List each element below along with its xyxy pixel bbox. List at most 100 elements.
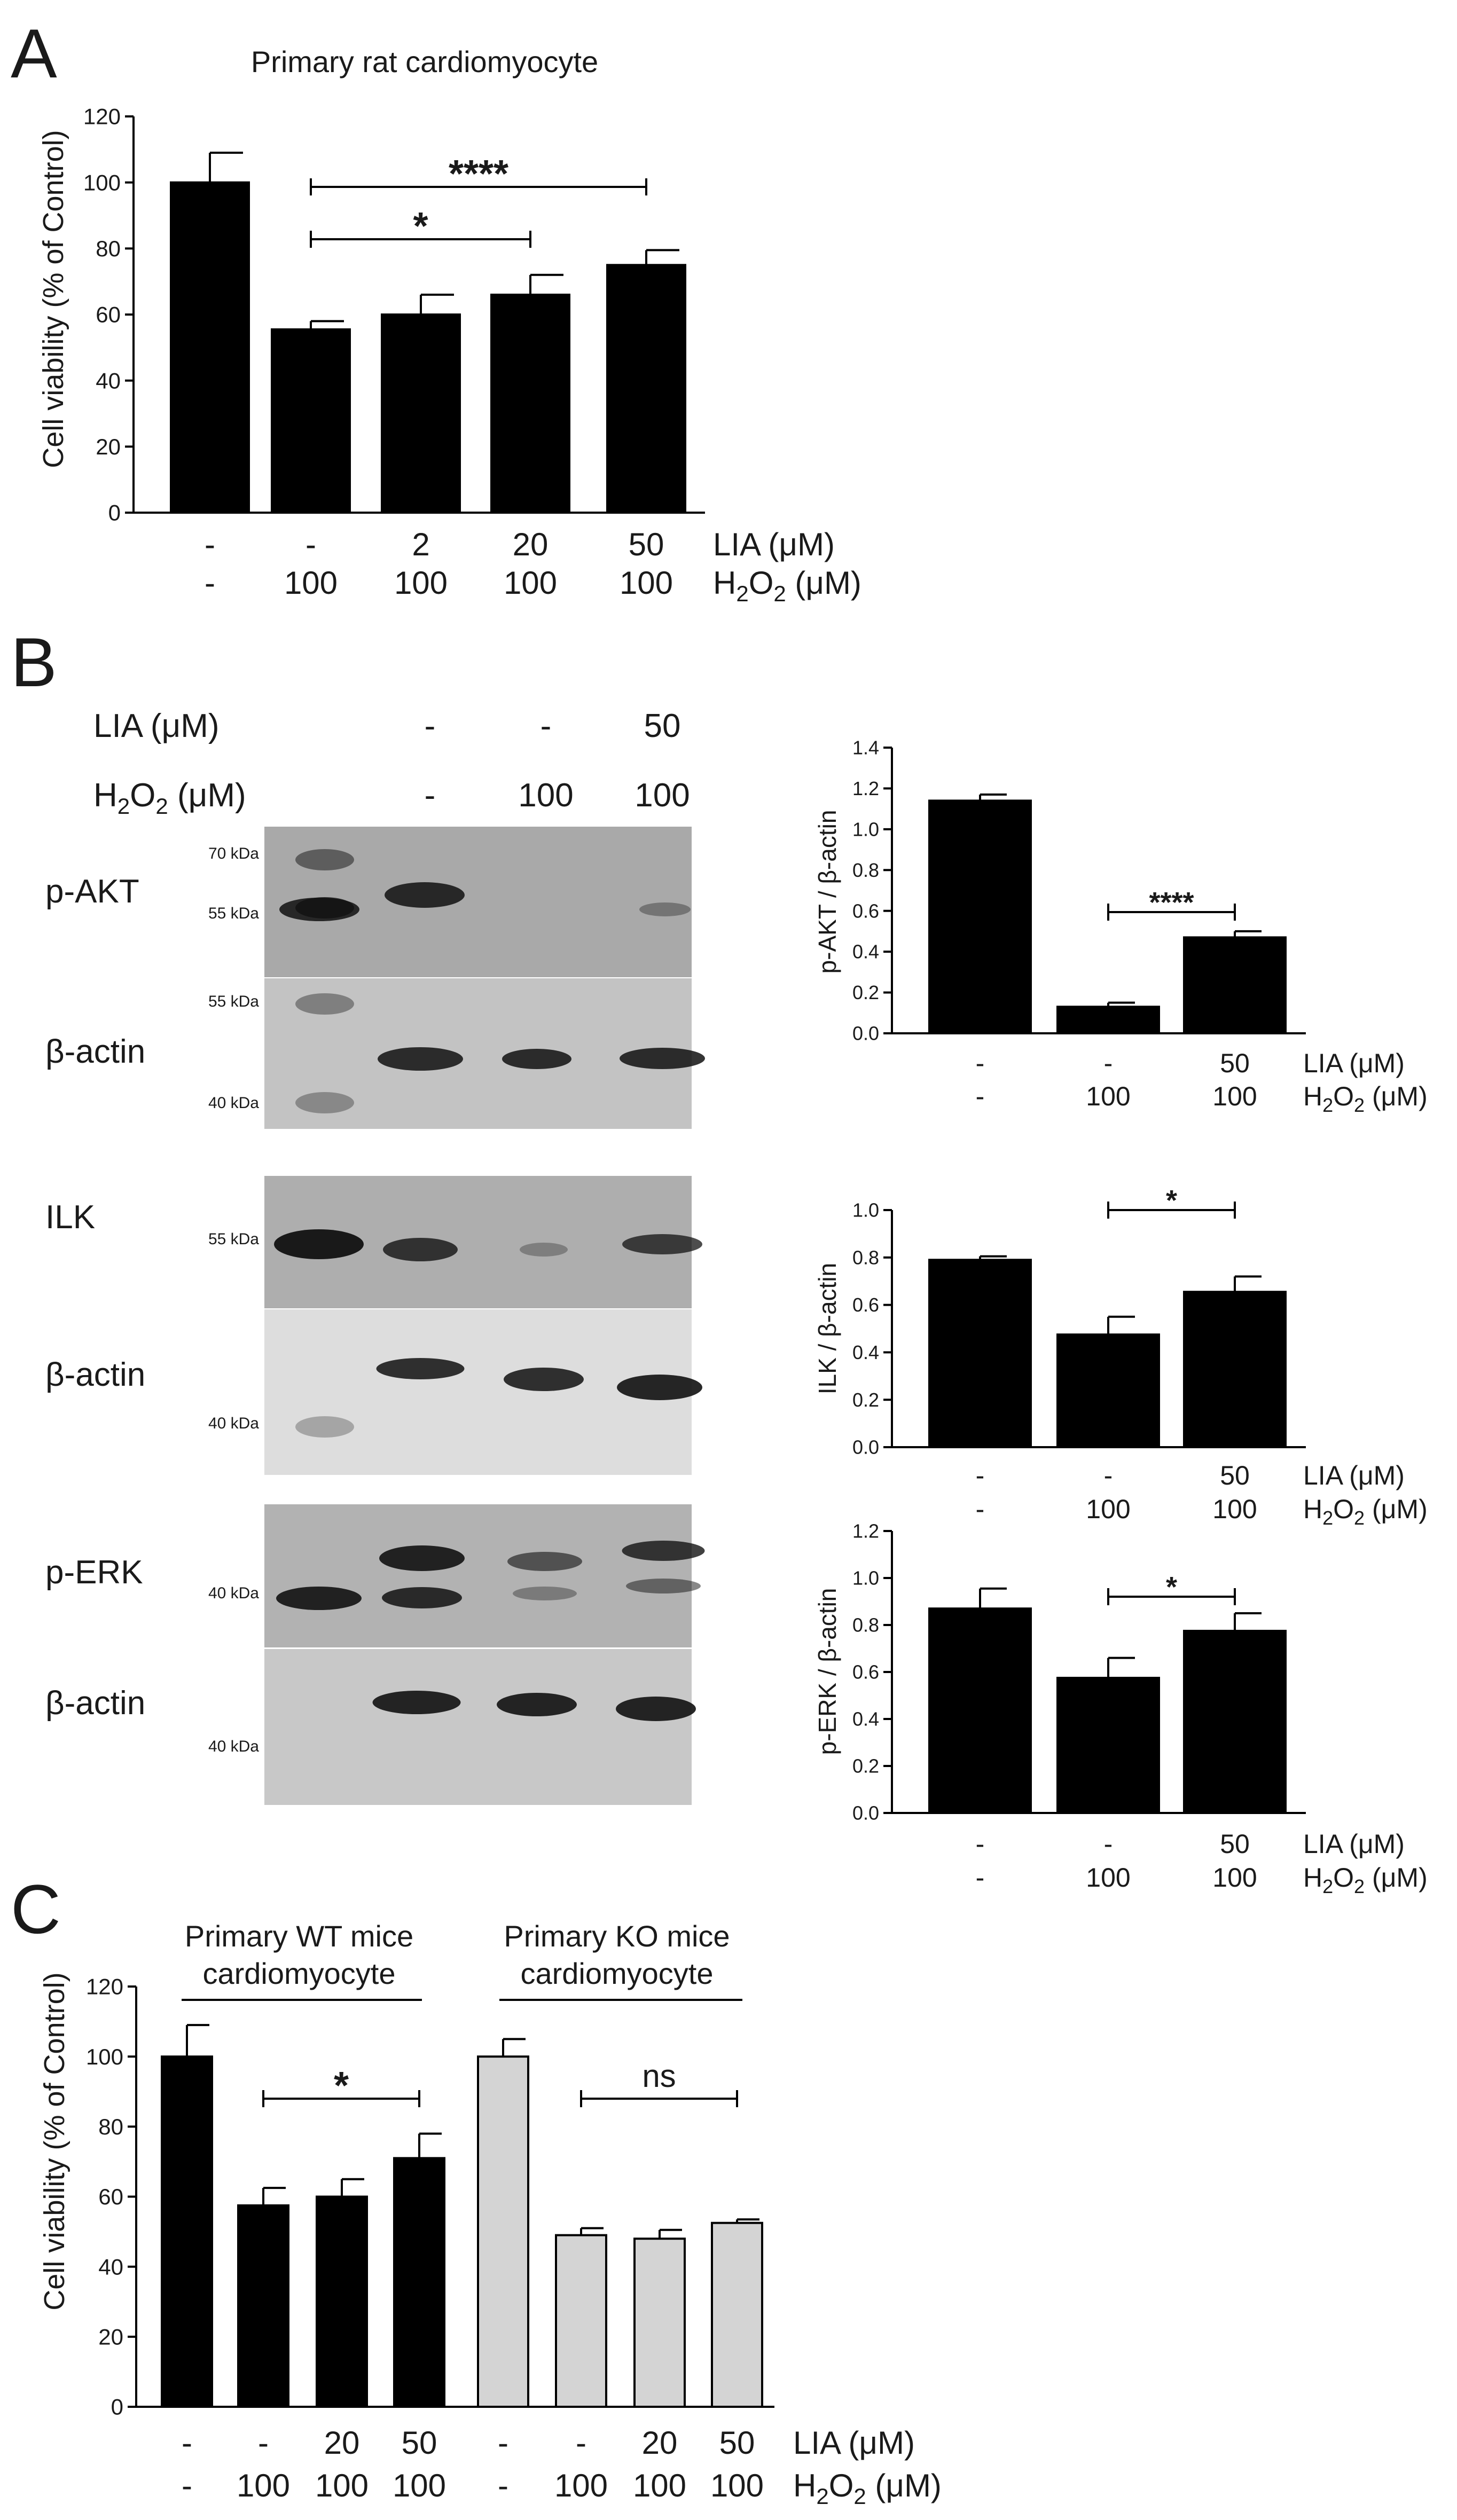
- chart-b1-condition-label: LIA (μM): [1303, 1048, 1405, 1078]
- chart-c-condition-value: 100: [315, 2468, 369, 2503]
- chart-c-condition-value: 100: [554, 2468, 608, 2503]
- wb-blot-label: β-actin: [45, 1685, 145, 1722]
- chart-b1-y-tick-label: 0.0: [852, 1023, 879, 1045]
- chart-a-condition-value: 100: [284, 565, 338, 601]
- chart-a-condition-label: LIA (μM): [713, 527, 835, 562]
- chart-b1-y-axis-title: p-AKT / β-actin: [813, 810, 841, 974]
- chart-b1-y-tick-label: 0.6: [852, 900, 879, 922]
- wb-blot-label: p-ERK: [45, 1554, 143, 1591]
- chart-c-group-title-line2: cardiomyocyte: [202, 1957, 395, 1990]
- chart-b2-ilk-ratio: 0.0 0.2 0.4 0.6 0.8 1.0 - - 50 LIA (μM) - 100 100 H2O…: [813, 1184, 1428, 1529]
- chart-b2-condition-label: LIA (μM): [1303, 1461, 1405, 1490]
- chart-b1-condition-label: H2O2 (μM): [1303, 1081, 1428, 1116]
- wb-protein-band: [385, 882, 465, 908]
- wb-marker-label: 40 kDa: [208, 1415, 259, 1432]
- chart-c-bar: [477, 2055, 529, 2408]
- wb-protein-band: [372, 1691, 461, 1714]
- chart-b3-y-tick-label: 0.4: [852, 1708, 879, 1730]
- chart-b1-condition-value: 100: [1212, 1081, 1257, 1111]
- chart-c-y-tick-label: 20: [98, 2325, 123, 2350]
- chart-b1-bar: [1056, 1006, 1160, 1034]
- chart-b2-bar: [1183, 1291, 1287, 1448]
- wb-protein-band: [502, 1049, 571, 1069]
- chart-b1-sig-label: ****: [1149, 886, 1194, 918]
- chart-c-condition-label: LIA (μM): [793, 2425, 915, 2461]
- chart-b1-condition-value: -: [1104, 1048, 1113, 1078]
- wb-blot-label: p-AKT: [45, 873, 139, 910]
- chart-a-bar: [490, 293, 570, 514]
- chart-c-condition-value: -: [182, 2425, 192, 2461]
- chart-b1-y-tick-label: 1.4: [852, 737, 879, 759]
- chart-a-condition-value: 2: [412, 527, 429, 562]
- chart-c-condition-value: 100: [237, 2468, 290, 2503]
- wb-protein-band: [379, 1545, 465, 1571]
- chart-b1-bar: [1183, 936, 1287, 1034]
- chart-b2-y-tick-label: 0.2: [852, 1389, 879, 1411]
- chart-c-y-tick-label: 0: [111, 2395, 123, 2420]
- wb-membrane-5: [264, 1504, 692, 1647]
- chart-b1-y-tick-label: 0.4: [852, 941, 879, 963]
- chart-c-condition-value: 50: [719, 2425, 755, 2461]
- chart-b3-bar: [928, 1607, 1032, 1814]
- chart-a-bar: [170, 181, 250, 514]
- chart-c-bar: [393, 2157, 445, 2408]
- chart-c-y-tick-label: 60: [98, 2184, 123, 2209]
- chart-b2-bar: [928, 1259, 1032, 1448]
- wb-protein-band: [626, 1579, 701, 1593]
- chart-b2-y-axis-title: ILK / β-actin: [813, 1263, 841, 1394]
- chart-b3-p-erk-ratio: 0.0 0.2 0.4 0.6 0.8 1.0 1.2 - - 50 LIA (μM) - 100 100…: [813, 1520, 1428, 1897]
- chart-b3-y-tick-label: 0.2: [852, 1755, 879, 1777]
- wb-protein-band: [507, 1552, 582, 1571]
- wb-protein-band: [382, 1587, 462, 1608]
- wb-condition-value: 100: [634, 777, 690, 814]
- chart-a-condition-value: 100: [504, 565, 557, 601]
- wb-marker-label: 40 kDa: [208, 1738, 259, 1755]
- wb-protein-band: [620, 1048, 705, 1069]
- chart-a-condition-value: 50: [629, 527, 664, 562]
- chart-a-y-tick-label: 40: [96, 368, 121, 393]
- western-blot-panel: LIA (μM) H2O2 (μM) - - 50 - 100 100 p-AKT 70 k…: [45, 708, 705, 1805]
- wb-ladder-band: [295, 993, 354, 1015]
- chart-b3-condition-value: -: [1104, 1829, 1113, 1859]
- chart-b3-y-tick-label: 1.0: [852, 1567, 879, 1589]
- wb-protein-band: [376, 1358, 465, 1379]
- wb-membrane-2: [264, 978, 692, 1129]
- chart-c-condition-value: 100: [710, 2468, 764, 2503]
- chart-a-condition-label: H2O2 (μM): [713, 565, 861, 606]
- chart-c-condition-value: -: [182, 2468, 192, 2503]
- chart-c-sig-label: ns: [642, 2058, 676, 2094]
- wb-marker-label: 40 kDa: [208, 1584, 259, 1602]
- chart-a-y-tick-label: 60: [96, 302, 121, 327]
- chart-b1-bar: [928, 799, 1032, 1035]
- chart-c-y-tick-label: 120: [86, 1974, 123, 1999]
- chart-c-y-tick-label: 100: [86, 2044, 123, 2069]
- wb-protein-band: [383, 1238, 458, 1261]
- chart-b3-y-tick-label: 0.8: [852, 1614, 879, 1636]
- chart-a-condition-value: -: [205, 527, 215, 562]
- chart-c-bar: [555, 2234, 607, 2408]
- chart-b1-condition-value: -: [976, 1081, 985, 1111]
- chart-a-y-tick-label: 20: [96, 434, 121, 459]
- chart-b1-condition-value: -: [976, 1048, 985, 1078]
- chart-a-condition-value: -: [306, 527, 316, 562]
- chart-b2-condition-value: 100: [1212, 1494, 1257, 1524]
- chart-c-bar: [633, 2238, 686, 2408]
- wb-blot-label: ILK: [45, 1199, 95, 1236]
- wb-marker-label: 55 kDa: [208, 993, 259, 1010]
- chart-b2-y-tick-label: 0.6: [852, 1294, 879, 1316]
- chart-c-group-title-line2: cardiomyocyte: [520, 1957, 713, 1990]
- chart-c-cell-viability-mice: 0 20 40 60 80 100 120 - - 20 50 - - 20 50 LIA (μM) - 100 1…: [86, 1919, 942, 2509]
- chart-b3-bar: [1056, 1677, 1160, 1814]
- chart-a-condition-value: 100: [620, 565, 673, 601]
- chart-b3-condition-label: H2O2 (μM): [1303, 1863, 1428, 1897]
- wb-ladder-band: [295, 849, 354, 870]
- chart-a-y-tick-label: 80: [96, 236, 121, 261]
- chart-c-condition-value: 50: [402, 2425, 437, 2461]
- wb-marker-label: 55 kDa: [208, 905, 259, 922]
- chart-b2-y-tick-label: 0.4: [852, 1341, 879, 1363]
- wb-marker-label: 40 kDa: [208, 1094, 259, 1112]
- chart-c-group-title-line1: Primary WT mice: [185, 1919, 413, 1953]
- chart-b3-y-tick-label: 0.0: [852, 1802, 879, 1824]
- chart-b2-sig-label: *: [1166, 1184, 1177, 1216]
